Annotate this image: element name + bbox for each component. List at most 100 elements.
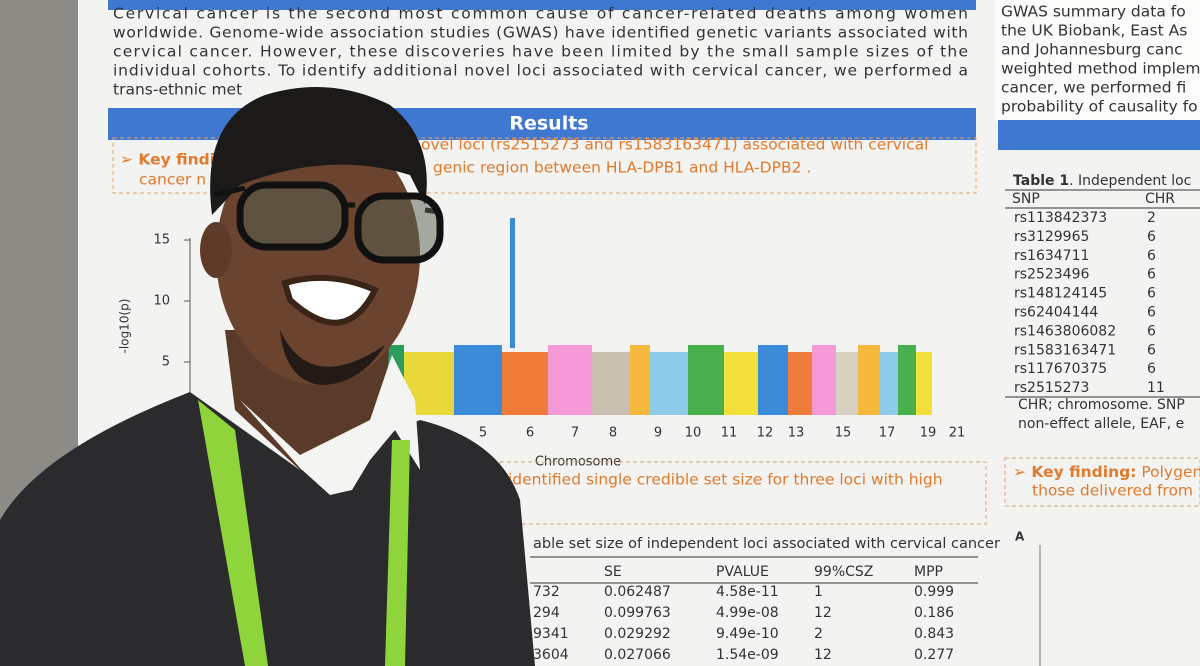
table-header: CHR <box>1145 191 1175 207</box>
key-finding-box <box>112 137 977 194</box>
x-tick-label: 8 <box>609 426 617 441</box>
key-finding-label: ➢ Key finding: <box>1013 463 1136 481</box>
intro-line: cervical cancer. However, these discover… <box>113 43 968 61</box>
x-tick-label: 10 <box>685 426 702 441</box>
y-tick-label: 15 <box>153 233 170 248</box>
caption-bold: Table 1 <box>1013 173 1069 189</box>
chromosome-block <box>858 345 880 415</box>
table-cell: 2 <box>1147 210 1156 226</box>
table-cell: 6 <box>1147 342 1156 358</box>
x-tick-label: 13 <box>788 426 805 441</box>
lanyard <box>385 440 410 666</box>
key-finding-text: genic region between HLA-DPB1 and HLA-DP… <box>433 159 811 177</box>
table-cell: rs113842373 <box>1014 210 1107 226</box>
table-cell: rs62404144 <box>1014 305 1098 321</box>
header-bar <box>108 0 976 10</box>
smile <box>281 274 380 326</box>
chromosome-block <box>502 352 548 415</box>
methods-line: weighted method implem <box>1001 60 1200 78</box>
table-cell: 11 <box>1147 380 1165 396</box>
x-tick-label: 21 <box>949 426 966 441</box>
key-finding-text: those delivered from <box>1032 482 1193 500</box>
key-finding-box <box>1004 457 1200 507</box>
table-cell: rs3129965 <box>1014 229 1089 245</box>
table-cell: rs1583163471 <box>1014 342 1116 358</box>
table-footnote: non-effect allele, EAF, e <box>1018 416 1184 432</box>
methods-line: and Johannesburg canc <box>1001 41 1183 59</box>
table-cell: 6 <box>1147 305 1156 321</box>
table-cell: 12 <box>814 647 832 663</box>
x-tick-label: 9 <box>654 426 662 441</box>
table-cell: rs2515273 <box>1014 380 1089 396</box>
chromosome-block <box>650 352 688 415</box>
table-cell: rs1463806082 <box>1014 323 1116 339</box>
table-header: SE <box>604 564 622 580</box>
table-cell: 6 <box>1147 361 1156 377</box>
table-cell: 4.58e-11 <box>716 584 779 600</box>
table-cell: 6 <box>1147 286 1156 302</box>
methods-line: cancer, we performed fi <box>1001 79 1186 97</box>
table-cell: 4.99e-08 <box>716 605 779 621</box>
chromosome-block <box>916 352 932 415</box>
x-tick-label: 12 <box>757 426 774 441</box>
table-cell: 6 <box>1147 229 1156 245</box>
chromosome-block <box>630 345 650 415</box>
chromosome-block <box>592 352 630 415</box>
x-tick-label: 17 <box>879 426 896 441</box>
results-heading: Results <box>509 113 588 135</box>
table-caption: able set size of independent loci associ… <box>533 536 1000 552</box>
right-bar <box>998 120 1200 150</box>
x-tick-label: 6 <box>526 426 534 441</box>
key-finding-3: ➢ Key finding: Polygen <box>1013 463 1200 481</box>
key-finding-text: cancer n <box>139 171 206 189</box>
intro-line: worldwide. Genome-wide association studi… <box>113 24 968 42</box>
caption: . Independent loc <box>1069 173 1191 189</box>
x-tick-label: 15 <box>835 426 852 441</box>
table1-caption: Table 1. Independent loc <box>1013 173 1191 189</box>
table-cell: 1.54e-09 <box>716 647 779 663</box>
table-cell: 9341 <box>533 626 569 642</box>
table-cell: 6 <box>1147 248 1156 264</box>
y-tick-label: 5 <box>162 355 170 370</box>
table-cell: 0.099763 <box>604 605 671 621</box>
table-header: 99%CSZ <box>814 564 873 580</box>
table-header: MPP <box>914 564 943 580</box>
glasses-lens <box>354 192 444 264</box>
table-cell: 0.027066 <box>604 647 671 663</box>
intro-line: Cervical cancer is the second most commo… <box>113 5 968 23</box>
beard <box>280 330 385 385</box>
table-cell: 0.843 <box>914 626 954 642</box>
x-tick-label: 5 <box>479 426 487 441</box>
intro-line: individual cohorts. To identify addition… <box>113 62 968 80</box>
key-finding-text: identified single credible set size for … <box>508 471 943 489</box>
table-cell: 732 <box>533 584 560 600</box>
person <box>0 87 535 666</box>
chromosome-block <box>454 345 502 415</box>
chromosome-block <box>812 345 836 415</box>
methods-line: GWAS summary data fo <box>1001 3 1186 21</box>
chromosome-block <box>758 345 788 415</box>
table-cell: rs1634711 <box>1014 248 1089 264</box>
glasses-lens <box>236 181 349 251</box>
y-axis-label: -log10(p) <box>118 299 132 354</box>
lanyard <box>198 400 268 666</box>
key-finding-text: ovel loci (rs2515273 and rs1583163471) a… <box>421 136 928 154</box>
table-header: SNP <box>1012 191 1040 207</box>
table-header: PVALUE <box>716 564 769 580</box>
methods-line: probability of causality fo <box>1001 98 1198 116</box>
table-cell: 0.186 <box>914 605 954 621</box>
methods-line: the UK Biobank, East As <box>1001 22 1187 40</box>
key-finding-label: ➢ Key findi <box>120 151 215 169</box>
hair <box>210 87 427 215</box>
table-cell: 2 <box>814 626 823 642</box>
table-cell: 294 <box>533 605 560 621</box>
table-cell: rs117670375 <box>1014 361 1107 377</box>
table-cell: 0.999 <box>914 584 954 600</box>
x-tick-label: 7 <box>571 426 579 441</box>
chromosome-block <box>880 352 898 415</box>
collar <box>205 355 420 495</box>
table-cell: 12 <box>814 605 832 621</box>
table-footnote: CHR; chromosome. SNP <box>1018 397 1185 413</box>
intro-line: trans-ethnic met <box>113 81 242 99</box>
